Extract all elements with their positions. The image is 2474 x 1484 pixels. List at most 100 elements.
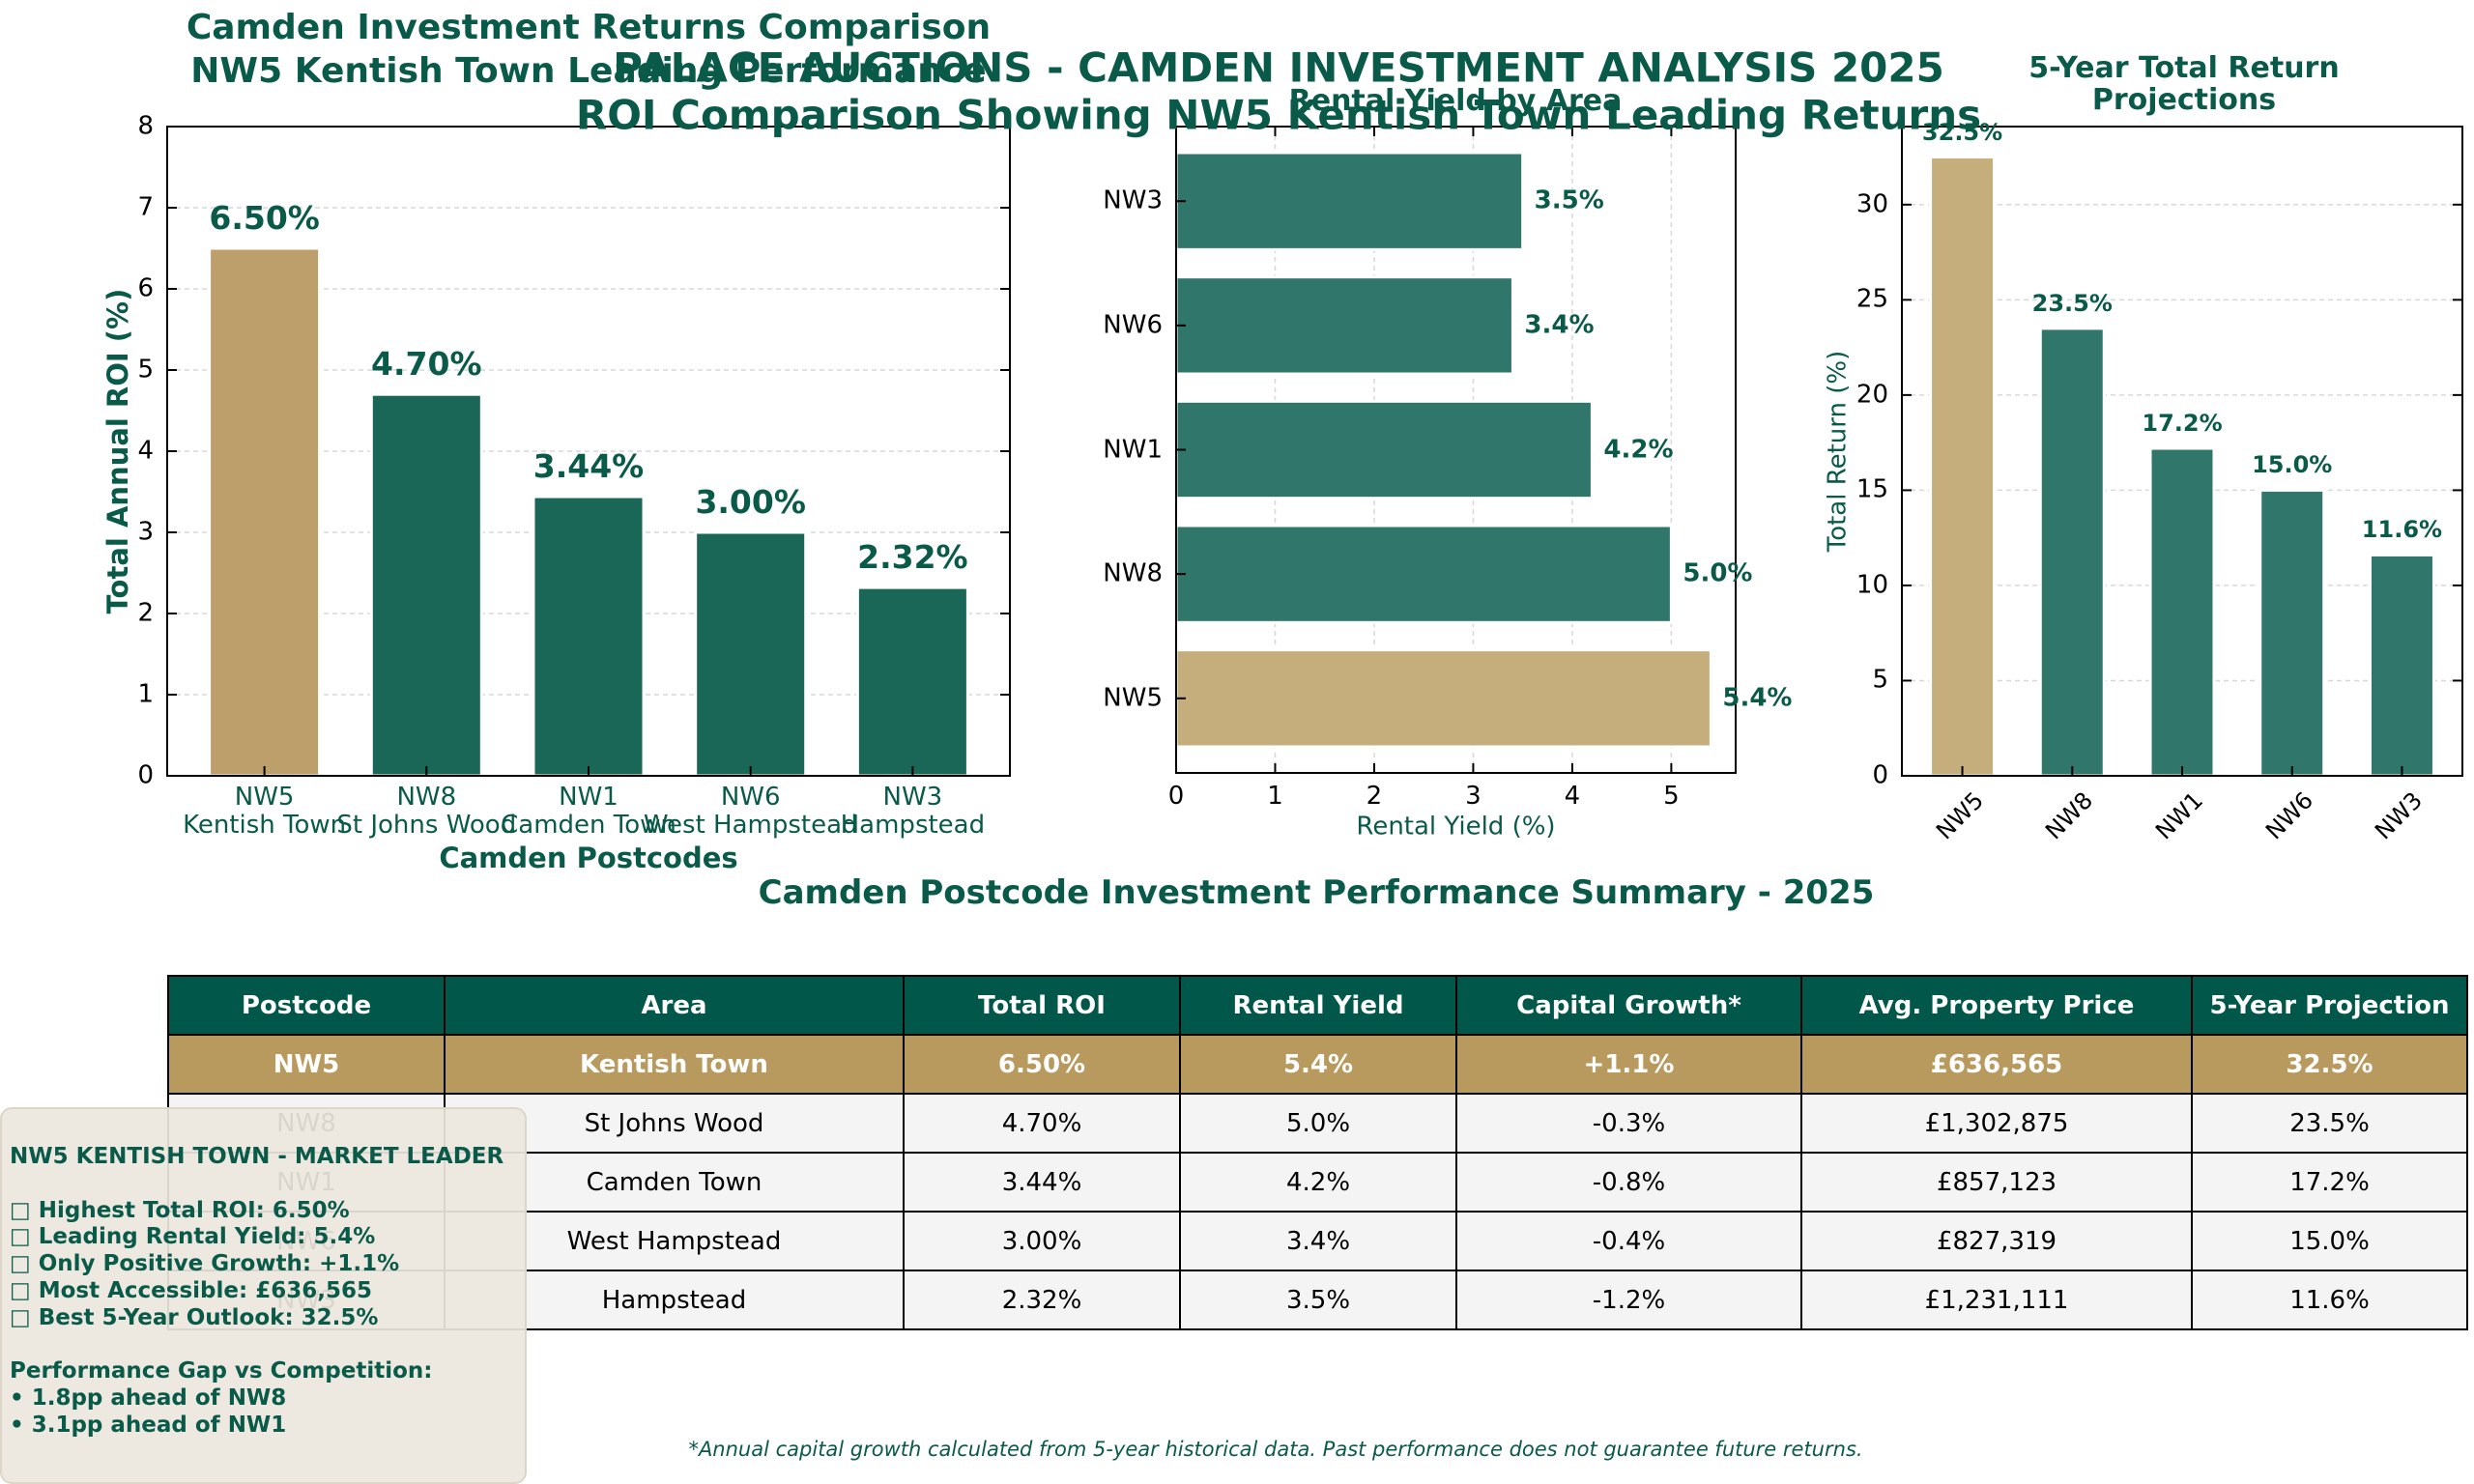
column-header: Rental Yield — [1179, 975, 1457, 1036]
value-label: 32.5% — [1921, 118, 2003, 146]
table-cell: 2.32% — [903, 1270, 1181, 1330]
y-tick-label: 6 — [137, 273, 154, 303]
y-tick-label: 8 — [137, 111, 154, 141]
callout-item: □ Only Positive Growth: +1.1% — [10, 1251, 400, 1277]
table-title: Camden Postcode Investment Performance S… — [758, 872, 1875, 912]
axes-frame — [166, 126, 1011, 777]
footnote: *Annual capital growth calculated from 5… — [688, 1438, 1863, 1462]
table-cell: 3.4% — [1179, 1211, 1457, 1271]
y-tick-label: NW3 — [1103, 186, 1163, 215]
value-label: 3.44% — [532, 447, 645, 486]
bar — [369, 392, 483, 778]
table-cell: -0.4% — [1455, 1211, 1802, 1271]
column-header: Postcode — [167, 975, 446, 1036]
x-tick-label: 3 — [1465, 782, 1482, 811]
figure-title: PALACE AUCTIONS - CAMDEN INVESTMENT ANAL… — [613, 43, 1944, 92]
x-tick-label: NW6 West Hampstead — [643, 783, 858, 841]
column-header: Total ROI — [903, 975, 1181, 1036]
table-cell: Kentish Town — [444, 1034, 905, 1095]
table-cell: -1.2% — [1455, 1270, 1802, 1330]
table-cell: 17.2% — [2191, 1152, 2468, 1213]
figure-subtitle: ROI Comparison Showing NW5 Kentish Town … — [575, 91, 1982, 139]
value-label: 11.6% — [2361, 516, 2443, 544]
table-cell: 6.50% — [903, 1034, 1181, 1095]
table-cell: 15.0% — [2191, 1211, 2468, 1271]
x-tick-label: 1 — [1267, 782, 1283, 811]
bar — [1174, 399, 1594, 500]
table-cell: -0.8% — [1455, 1152, 1802, 1213]
chart-title: Rental Yield by Area — [1288, 84, 1623, 118]
y-tick-label: 7 — [137, 192, 154, 222]
table-cell: 5.0% — [1179, 1093, 1457, 1154]
y-tick-label: NW5 — [1103, 683, 1163, 713]
value-label: 17.2% — [2142, 410, 2223, 438]
value-label: 6.50% — [209, 199, 320, 238]
y-axis-label: Total Return (%) — [1823, 350, 1853, 553]
value-label: 3.5% — [1534, 186, 1604, 215]
x-axis-label: Rental Yield (%) — [1356, 812, 1556, 842]
column-header: Avg. Property Price — [1800, 975, 2193, 1036]
table-cell: 11.6% — [2191, 1270, 2468, 1330]
callout-item: □ Most Accessible: £636,565 — [10, 1277, 372, 1303]
value-label: 3.00% — [695, 483, 806, 522]
bar — [2148, 446, 2216, 778]
x-tick-label: NW5 Kentish Town — [183, 783, 347, 841]
callout-item: □ Highest Total ROI: 6.50% — [10, 1197, 350, 1223]
value-label: 23.5% — [2031, 290, 2113, 318]
y-tick-label: NW6 — [1103, 310, 1163, 340]
y-tick-label: 20 — [1856, 380, 1888, 410]
bar — [1174, 648, 1712, 749]
x-tick-label: 4 — [1564, 782, 1581, 811]
table-cell: 4.70% — [903, 1093, 1181, 1154]
y-axis-label: Total Annual ROI (%) — [101, 288, 134, 614]
bar — [1174, 151, 1525, 251]
x-tick-label: NW8 St Johns Wood — [336, 783, 517, 841]
table-cell: +1.1% — [1455, 1034, 1802, 1095]
table-cell: 4.2% — [1179, 1152, 1457, 1213]
table-cell: -0.3% — [1455, 1093, 1802, 1154]
y-tick-label: 0 — [137, 760, 154, 790]
x-tick-label: NW3 Hampstead — [840, 783, 986, 841]
table-cell: 5.4% — [1179, 1034, 1457, 1095]
x-tick-label: 2 — [1366, 782, 1383, 811]
table-cell: £827,319 — [1800, 1211, 2193, 1271]
callout-item: • 3.1pp ahead of NW1 — [10, 1412, 287, 1438]
value-label: 15.0% — [2252, 451, 2333, 479]
value-label: 4.2% — [1603, 434, 1674, 464]
y-tick-label: 4 — [137, 436, 154, 466]
axes-frame — [1901, 126, 2463, 777]
callout-item: • 1.8pp ahead of NW8 — [10, 1385, 287, 1412]
y-tick-label: 5 — [1872, 665, 1888, 695]
x-tick-label: NW1 Camden Town — [501, 783, 676, 841]
value-label: 2.32% — [857, 538, 968, 577]
bar — [2038, 327, 2106, 778]
chart-title: 5-Year Total Return Projections — [2028, 51, 2340, 117]
column-header: 5-Year Projection — [2191, 975, 2468, 1036]
table-cell: 3.44% — [903, 1152, 1181, 1213]
y-tick-label: 10 — [1856, 570, 1888, 600]
callout-subtitle: Performance Gap vs Competition: — [10, 1358, 433, 1384]
bar — [855, 585, 969, 778]
table-cell: 3.5% — [1179, 1270, 1457, 1330]
bar — [1929, 156, 1997, 778]
value-label: 5.0% — [1683, 558, 1753, 588]
callout-box: NW5 KENTISH TOWN - MARKET LEADER □ Highes… — [0, 1107, 527, 1484]
table-header: Postcode Area Total ROI Rental Yield Capital… — [167, 975, 2468, 1036]
bar — [208, 246, 322, 778]
callout-item: □ Leading Rental Yield: 5.4% — [10, 1224, 376, 1250]
column-header: Capital Growth* — [1455, 975, 1802, 1036]
bar — [1174, 524, 1673, 624]
bar — [694, 530, 808, 778]
value-label: 5.4% — [1722, 683, 1793, 713]
y-tick-label: 5 — [137, 355, 154, 385]
callout-title: NW5 KENTISH TOWN - MARKET LEADER — [10, 1144, 504, 1169]
bar — [2258, 488, 2326, 778]
y-tick-label: 2 — [137, 598, 154, 628]
axes-frame — [1175, 126, 1737, 774]
chart-title: Camden Investment Returns Comparison NW5… — [186, 8, 992, 91]
table-cell: £857,123 — [1800, 1152, 2193, 1213]
x-axis-label: Camden Postcodes — [439, 841, 738, 874]
